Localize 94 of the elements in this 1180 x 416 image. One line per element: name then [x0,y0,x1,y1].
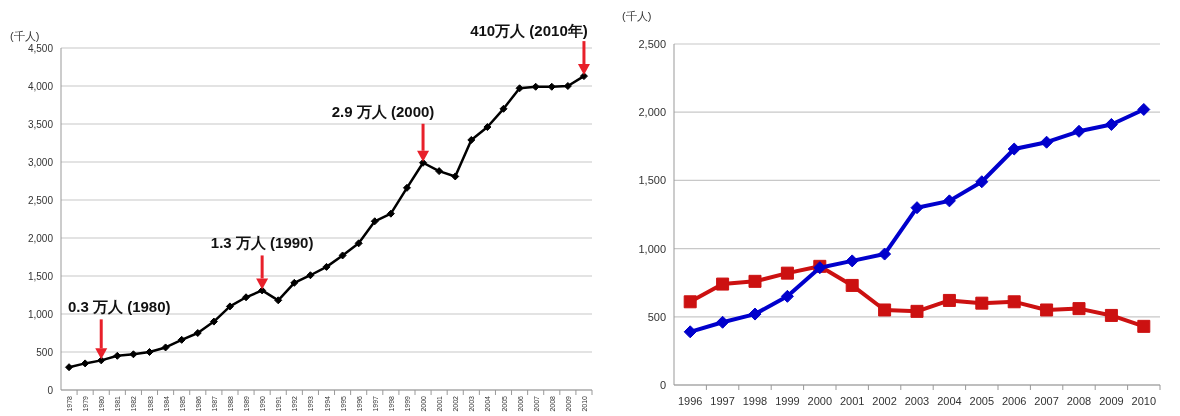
point [370,217,379,226]
point [780,289,794,303]
y-tick-label: 2,500 [27,195,54,206]
y-tick-label: 500 [36,347,54,358]
point [354,239,363,248]
point [322,262,331,271]
point [531,82,540,91]
y-tick-label: 2,000 [27,233,54,244]
y-tick-label: 3,500 [27,119,54,130]
point [113,351,122,360]
point [515,84,524,93]
point [1104,308,1118,322]
annotation: 410万人 (2010年) [470,22,588,40]
point [258,286,267,295]
x-tick-label: 1999 [775,395,800,407]
x-tick-label: 2001 [839,395,865,407]
x-tick-label: 2000 [807,395,833,407]
x-tick-label: 1998 [742,395,768,407]
point [878,303,892,317]
point [1007,295,1021,309]
point [499,104,508,113]
y-tick-label: 1,500 [638,174,666,187]
x-tick-label: 2006 [1001,395,1027,407]
y-tick-label: 0 [47,385,54,396]
y-tick-label: 1,000 [27,309,54,320]
point [910,304,924,318]
x-tick-label: 2008 [1066,395,1092,407]
point [748,307,762,321]
point [1072,302,1086,316]
point [1040,135,1054,149]
y-axis-title: (千人) [622,10,652,22]
point [845,278,859,292]
x-tick-label: 2002 [872,395,897,407]
point [975,296,989,310]
point [1137,102,1151,116]
point [780,266,794,280]
point [290,278,299,287]
y-tick-label: 2,000 [638,106,666,119]
x-tick-label: 2004 [937,395,962,407]
point [129,350,138,359]
annotation: 0.3 万人 (1980) [67,298,171,316]
point [1104,117,1118,131]
y-tick-label: 3,000 [27,157,54,168]
point [435,167,444,176]
point [145,348,154,356]
point [225,302,234,311]
y-tick-label: 4,000 [27,81,54,92]
annotation: 1.3 万人 (1990) [210,234,314,252]
point [975,175,989,189]
point [942,194,956,208]
y-tick-label: 4,500 [27,43,54,54]
point [878,247,892,261]
point [467,135,476,144]
point [716,315,730,329]
point [1040,303,1054,317]
y-axis-title: (千人) [10,30,40,42]
point [716,277,730,291]
x-tick-label: 2003 [904,395,930,407]
x-tick-label: 1996 [677,395,703,407]
y-tick-label: 1,000 [638,242,666,255]
point [306,271,315,280]
point [451,172,460,181]
point [402,183,411,192]
y-tick-label: 500 [647,310,666,323]
point [483,123,492,132]
point [242,293,251,302]
point [338,251,347,260]
point [683,325,697,339]
point [1072,124,1086,138]
point [65,363,74,372]
x-tick-label: 2005 [969,395,995,407]
point [845,254,859,268]
y-tick-label: 1,500 [27,271,54,282]
point [1007,142,1021,156]
point [386,209,395,218]
point [748,274,762,288]
point [274,296,283,305]
point [579,72,588,81]
x-tick-label: 1997 [710,395,735,407]
point [209,317,218,326]
x-tick-label: 2010 [1131,395,1157,407]
point [177,335,186,344]
point [942,293,956,307]
y-tick-label: 2,500 [638,38,666,50]
point [1137,319,1151,333]
point [683,295,697,309]
point [193,329,202,337]
x-tick-label: 2007 [1034,395,1059,407]
point [910,201,924,215]
y-tick-label: 0 [659,379,666,391]
point [161,343,170,352]
point [97,356,106,365]
x-tick-label: 2009 [1099,395,1124,407]
annotation: 2.9 万人 (2000) [331,102,435,120]
